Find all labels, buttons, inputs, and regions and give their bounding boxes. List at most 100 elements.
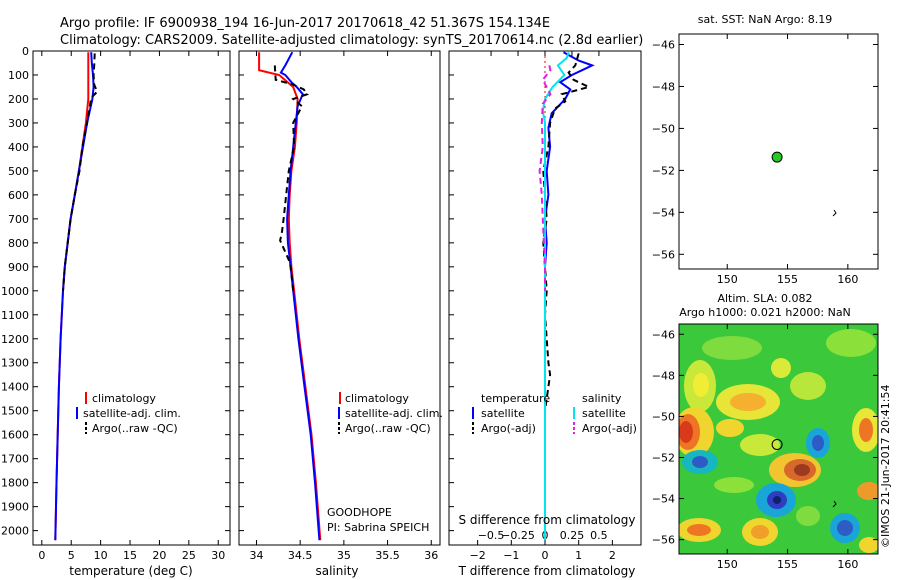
sst-map-title: sat. SST: NaN Argo: 8.19 — [698, 13, 832, 26]
ytick-label: 2000 — [1, 525, 29, 538]
salinity-xlabel: salinity — [315, 564, 358, 578]
ytick-label: 1100 — [1, 309, 29, 322]
ytick-label: 1600 — [1, 429, 29, 442]
series-line-climatology — [258, 52, 322, 541]
sla-map-frame — [678, 323, 879, 555]
xtick-label: 35 — [337, 549, 351, 562]
sla-map-title-1: Altim. SLA: 0.082 — [717, 292, 812, 305]
xtick-label: 2 — [609, 549, 616, 562]
series-line-argo-raw-qc- — [273, 65, 309, 291]
series-line-salinity-satellite — [541, 51, 570, 541]
xtick-label: 35.5 — [375, 549, 400, 562]
ytick-label: −46 — [652, 38, 675, 51]
ytick-label: 200 — [8, 93, 29, 106]
xtick2-label: 0.5 — [590, 529, 608, 542]
ytick-label: −54 — [652, 493, 675, 506]
series-line-temperature-argo-adj- — [542, 53, 592, 411]
ytick-label: −56 — [652, 534, 675, 547]
legend-header-salinity: salinity — [582, 392, 622, 405]
legend-label-s-argo: Argo(-adj) — [582, 422, 637, 435]
legend-header-temperature: temperature — [481, 392, 550, 405]
ytick-label: 0 — [22, 45, 29, 58]
xtick-label: 34.5 — [288, 549, 313, 562]
sst-map-frame — [678, 33, 879, 270]
ytick-label: 600 — [8, 189, 29, 202]
legend-label-climatology: climatology — [345, 392, 409, 405]
temperature-legend: climatology satellite-adj. clim. Argo(..… — [76, 392, 181, 435]
difference-legend: temperature salinity satellite Argo(-adj… — [472, 392, 637, 435]
sla-map: 150 155 160 −46 −48 −50 −52 −54 −56 — [652, 324, 878, 571]
xtick-label: 0 — [542, 549, 549, 562]
ytick-label: 900 — [8, 261, 29, 274]
xtick-label: 15 — [123, 549, 137, 562]
temperature-xlabel: temperature (deg C) — [69, 564, 192, 578]
series-line-salinity-argo-adj- — [538, 65, 552, 291]
ytick-label: 1800 — [1, 477, 29, 490]
ytick-label: 800 — [8, 237, 29, 250]
salinity-legend: climatology satellite-adj. clim. Argo(..… — [327, 392, 443, 534]
xtick-label: 20 — [152, 549, 166, 562]
ytick-label: 1200 — [1, 333, 29, 346]
header-line-2: Climatology: CARS2009. Satellite-adjuste… — [60, 33, 643, 48]
legend-label-t-satellite: satellite — [481, 407, 525, 420]
ytick-label: 1400 — [1, 381, 29, 394]
xtick-label: 10 — [94, 549, 108, 562]
legend-label-argo: Argo(..raw -QC) — [92, 422, 178, 435]
xtick2-label: −0.25 — [501, 529, 535, 542]
float-position-marker — [771, 151, 783, 163]
ytick-label: −50 — [652, 410, 675, 423]
xtick-label: 25 — [182, 549, 196, 562]
ytick-label: 1000 — [1, 285, 29, 298]
xtick-label: 150 — [717, 558, 738, 571]
ytick-label: −56 — [652, 248, 675, 261]
xtick-label: 36 — [424, 549, 438, 562]
sla-heatmap — [679, 324, 878, 554]
xtick-label: 30 — [211, 549, 225, 562]
xtick-label: 160 — [837, 273, 858, 286]
ytick-label: −48 — [652, 80, 675, 93]
series-line-temperature-satellite — [543, 51, 595, 541]
legend-label-satellite: satellite-adj. clim. — [83, 407, 181, 420]
series-line-satellite-adj-clim- — [279, 51, 321, 541]
ytick-label: 400 — [8, 141, 29, 154]
pi-annotation: PI: Sabrina SPEICH — [327, 521, 429, 534]
ytick-label: 500 — [8, 165, 29, 178]
xtick-label: 160 — [837, 558, 858, 571]
xtick-label: 155 — [777, 558, 798, 571]
imos-timestamp: ©IMOS 21-Jun-2017 20:41:54 — [879, 384, 892, 548]
salinity-chart: 34 34.5 35 35.5 36 — [249, 51, 438, 562]
xtick-label: 155 — [777, 273, 798, 286]
xtick-label: −2 — [470, 549, 486, 562]
xtick-label: 0 — [38, 549, 45, 562]
sla-map-title-2: Argo h1000: 0.021 h2000: NaN — [679, 306, 851, 319]
legend-label-satellite: satellite-adj. clim. — [345, 407, 443, 420]
xtick-label: 5 — [68, 549, 75, 562]
ytick-label: 100 — [8, 69, 29, 82]
t-difference-xlabel: T difference from climatology — [458, 564, 636, 578]
ytick-label: 300 — [8, 117, 29, 130]
legend-label-s-satellite: satellite — [582, 407, 626, 420]
ytick-label: 1300 — [1, 357, 29, 370]
header-line-1: Argo profile: IF 6900938_194 16-Jun-2017… — [60, 16, 550, 31]
coastline-fragment — [832, 209, 837, 217]
temperature-panel-frame — [32, 50, 231, 546]
temperature-chart: 0 5 10 15 20 25 30 — [38, 51, 225, 562]
legend-label-argo: Argo(..raw -QC) — [345, 422, 431, 435]
salinity-panel-frame — [238, 50, 441, 546]
ytick-label: 1900 — [1, 501, 29, 514]
s-difference-xlabel: S difference from climatology — [459, 513, 636, 527]
xtick-label: 150 — [717, 273, 738, 286]
difference-chart: −2 −1 0 1 2−0.5−0.25 0 0.25 0.5 — [470, 51, 616, 562]
sst-map: 150 155 160 −46 −48 −50 −52 −54 −56 — [652, 34, 878, 286]
ytick-label: −52 — [652, 451, 675, 464]
ytick-label: −46 — [652, 328, 675, 341]
ytick-label: −52 — [652, 164, 675, 177]
legend-label-climatology: climatology — [92, 392, 156, 405]
series-line-satellite-adj-clim- — [54, 52, 95, 541]
ytick-label: −50 — [652, 122, 675, 135]
xtick2-label: 0.25 — [560, 529, 585, 542]
xtick-label: 34 — [249, 549, 263, 562]
float-position-marker — [771, 438, 783, 450]
xtick2-label: −0.5 — [478, 529, 505, 542]
